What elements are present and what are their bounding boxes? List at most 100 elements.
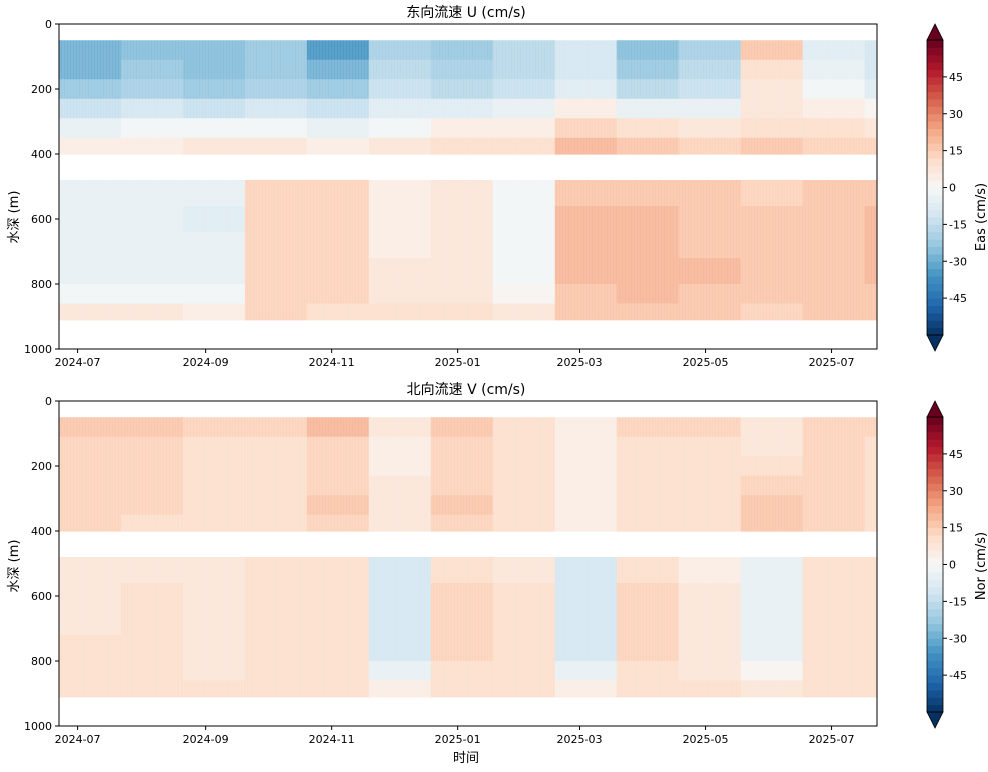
heatmap-cell xyxy=(368,495,432,516)
heatmap-cell xyxy=(59,180,122,207)
heatmap-cell xyxy=(864,98,877,119)
heatmap-cell xyxy=(492,118,556,139)
heatmap-cell xyxy=(120,40,184,61)
heatmap-cell xyxy=(182,456,246,477)
heatmap-cell xyxy=(616,680,680,698)
heatmap-cell xyxy=(182,303,246,321)
heatmap-cell xyxy=(59,609,122,636)
heatmap-cell xyxy=(430,661,494,682)
colorbar-level xyxy=(927,194,943,203)
colorbar-level xyxy=(927,47,943,56)
colorbar-level xyxy=(927,40,943,48)
colorbar-level xyxy=(927,682,943,691)
heatmap-cell xyxy=(554,118,618,139)
heatmap-cell xyxy=(120,609,184,636)
heatmap-cell xyxy=(802,137,866,155)
colorbar-level xyxy=(927,704,943,713)
heatmap-cell xyxy=(120,417,184,438)
heatmap-cell xyxy=(368,206,432,233)
heatmap-cell xyxy=(368,417,432,438)
heatmap-cell xyxy=(306,475,370,496)
colorbar-tick-label: 0 xyxy=(949,559,956,572)
heatmap-cell xyxy=(306,609,370,636)
velocity-field xyxy=(59,417,877,698)
heatmap-cell xyxy=(59,514,122,532)
heatmap-cell xyxy=(182,495,246,516)
heatmap-cell xyxy=(864,635,877,662)
heatmap-cell xyxy=(120,456,184,477)
heatmap-cell xyxy=(120,98,184,119)
colorbar-level xyxy=(927,165,943,174)
heatmap-cell xyxy=(120,475,184,496)
colorbar-level xyxy=(927,453,943,462)
heatmap-cell xyxy=(430,303,494,321)
heatmap-cell xyxy=(678,180,742,207)
x-tick-label: 2025-07 xyxy=(809,356,855,369)
heatmap-cell xyxy=(182,514,246,532)
heatmap-cell xyxy=(59,118,122,139)
colorbar-tick-label: -45 xyxy=(949,669,967,682)
heatmap-cell xyxy=(306,258,370,285)
colorbar-label-u: Eas (cm/s) xyxy=(974,183,988,251)
heatmap-cell xyxy=(306,284,370,305)
heatmap-cell xyxy=(430,137,494,155)
heatmap-cell xyxy=(430,59,494,80)
heatmap-cell xyxy=(430,79,494,100)
heatmap-cell xyxy=(59,417,122,438)
heatmap-cell xyxy=(616,635,680,662)
heatmap-cell xyxy=(802,258,866,285)
heatmap-cell xyxy=(182,59,246,80)
heatmap-cell xyxy=(740,436,804,457)
heatmap-cell xyxy=(244,180,308,207)
heatmap-cell xyxy=(244,98,308,119)
heatmap-cell xyxy=(244,118,308,139)
colorbar-level xyxy=(927,246,943,255)
colorbar-level xyxy=(927,689,943,698)
heatmap-cell xyxy=(59,680,122,698)
heatmap-cell xyxy=(802,118,866,139)
panel-north-velocity: 北向流速 V (cm/s) 水深 (m) 时间 Nor (cm/s) 0 200 4… xyxy=(7,382,988,766)
heatmap-cell xyxy=(740,661,804,682)
heatmap-cell xyxy=(864,79,877,100)
heatmap-cell xyxy=(368,635,432,662)
colorbar-level xyxy=(927,476,943,484)
y-tick-label: 600 xyxy=(31,213,52,226)
heatmap-cell xyxy=(182,661,246,682)
heatmap-cell xyxy=(492,303,556,321)
x-tick-label: 2025-03 xyxy=(557,356,603,369)
colorbar-level xyxy=(927,557,943,566)
y-tick-label: 800 xyxy=(31,278,52,291)
heatmap-cell xyxy=(678,635,742,662)
heatmap-cell xyxy=(306,557,370,584)
heatmap-cell xyxy=(492,258,556,285)
colorbar-tick-label: -15 xyxy=(949,595,967,608)
heatmap-cell xyxy=(802,495,866,516)
colorbar-level xyxy=(927,549,943,558)
heatmap-cell xyxy=(678,118,742,139)
heatmap-cell xyxy=(740,303,804,321)
heatmap-cell xyxy=(554,495,618,516)
heatmap-cell xyxy=(616,40,680,61)
heatmap-cell xyxy=(802,635,866,662)
heatmap-cell xyxy=(182,635,246,662)
heatmap-cell xyxy=(368,680,432,698)
heatmap-cell xyxy=(182,475,246,496)
colorbar-level xyxy=(927,283,943,292)
heatmap-cell xyxy=(182,79,246,100)
heatmap-cell xyxy=(492,79,556,100)
colorbar-level xyxy=(927,268,943,277)
heatmap-cell xyxy=(59,79,122,100)
colorbar-tick-label: 45 xyxy=(949,71,963,84)
profile-texture xyxy=(59,40,877,320)
heatmap-cell xyxy=(616,206,680,233)
heatmap-cell xyxy=(368,98,432,119)
colorbar-level xyxy=(927,209,943,218)
heatmap-cell xyxy=(430,98,494,119)
heatmap-cell xyxy=(864,495,877,516)
heatmap-cell xyxy=(616,98,680,119)
colorbar-level xyxy=(927,239,943,248)
heatmap-cell xyxy=(740,59,804,80)
heatmap-cell xyxy=(368,59,432,80)
heatmap-cell xyxy=(430,40,494,61)
x-tick-label: 2024-07 xyxy=(55,356,101,369)
